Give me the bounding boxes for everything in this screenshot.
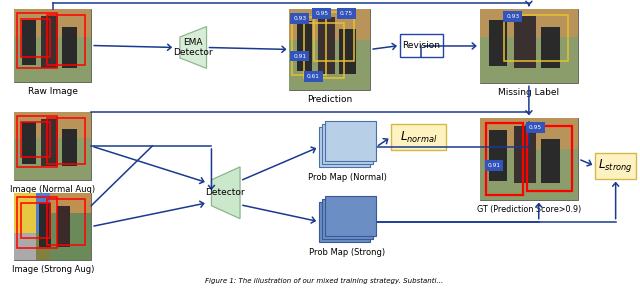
FancyBboxPatch shape — [325, 196, 376, 236]
FancyBboxPatch shape — [14, 138, 91, 180]
FancyBboxPatch shape — [50, 193, 91, 213]
FancyBboxPatch shape — [36, 233, 50, 260]
FancyBboxPatch shape — [289, 40, 370, 90]
Text: Image (Normal Aug): Image (Normal Aug) — [10, 185, 95, 194]
FancyBboxPatch shape — [325, 121, 376, 161]
Text: Missing Label: Missing Label — [499, 88, 559, 97]
FancyBboxPatch shape — [62, 27, 77, 67]
FancyBboxPatch shape — [479, 118, 578, 200]
Text: Detector: Detector — [205, 188, 245, 197]
Text: Figure 1: The illustration of our mixed training strategy. Substanti...: Figure 1: The illustration of our mixed … — [205, 278, 443, 284]
FancyBboxPatch shape — [317, 17, 335, 74]
Text: 0.75: 0.75 — [339, 11, 353, 16]
Text: 0.91: 0.91 — [488, 163, 500, 168]
FancyBboxPatch shape — [319, 127, 370, 167]
FancyBboxPatch shape — [514, 16, 536, 68]
FancyBboxPatch shape — [595, 153, 636, 179]
FancyBboxPatch shape — [298, 21, 312, 72]
FancyBboxPatch shape — [289, 9, 370, 90]
FancyBboxPatch shape — [322, 199, 373, 239]
FancyBboxPatch shape — [322, 124, 373, 164]
FancyBboxPatch shape — [14, 36, 91, 82]
Text: Prob Map (Strong): Prob Map (Strong) — [310, 248, 385, 256]
Text: Prediction: Prediction — [307, 95, 353, 104]
FancyBboxPatch shape — [14, 9, 91, 36]
Text: 0.95: 0.95 — [529, 125, 542, 130]
FancyBboxPatch shape — [541, 27, 561, 68]
FancyBboxPatch shape — [514, 126, 536, 183]
FancyBboxPatch shape — [22, 122, 36, 164]
FancyBboxPatch shape — [479, 9, 578, 83]
Polygon shape — [180, 27, 207, 68]
FancyBboxPatch shape — [479, 149, 578, 200]
Text: 0.91: 0.91 — [293, 53, 307, 58]
FancyBboxPatch shape — [14, 193, 91, 260]
Text: Raw Image: Raw Image — [28, 87, 77, 96]
FancyBboxPatch shape — [339, 29, 356, 74]
FancyBboxPatch shape — [41, 119, 58, 166]
Text: 0.93: 0.93 — [293, 16, 307, 21]
FancyBboxPatch shape — [319, 202, 370, 241]
FancyBboxPatch shape — [490, 130, 508, 181]
FancyBboxPatch shape — [14, 112, 91, 180]
Text: 0.61: 0.61 — [307, 74, 320, 79]
Polygon shape — [211, 167, 240, 219]
FancyBboxPatch shape — [479, 9, 578, 37]
FancyBboxPatch shape — [14, 112, 91, 138]
FancyBboxPatch shape — [289, 9, 370, 40]
Text: Image (Strong Aug): Image (Strong Aug) — [12, 265, 94, 274]
Text: GT (Prediction Score>0.9): GT (Prediction Score>0.9) — [477, 205, 581, 214]
FancyBboxPatch shape — [541, 138, 561, 183]
FancyBboxPatch shape — [400, 34, 443, 58]
FancyBboxPatch shape — [479, 37, 578, 83]
FancyBboxPatch shape — [50, 193, 91, 260]
FancyBboxPatch shape — [14, 193, 36, 260]
FancyBboxPatch shape — [479, 118, 578, 149]
FancyBboxPatch shape — [22, 20, 36, 65]
Text: 0.95: 0.95 — [316, 11, 328, 16]
Text: $L_{normal}$: $L_{normal}$ — [400, 129, 437, 145]
Text: EMA
Detector: EMA Detector — [173, 38, 212, 57]
Text: $L_{strong}$: $L_{strong}$ — [598, 157, 633, 174]
Text: Prob Map (Normal): Prob Map (Normal) — [308, 173, 387, 182]
FancyBboxPatch shape — [490, 20, 508, 66]
FancyBboxPatch shape — [36, 193, 50, 233]
Text: Revision: Revision — [403, 41, 440, 50]
FancyBboxPatch shape — [41, 16, 58, 67]
FancyBboxPatch shape — [39, 203, 51, 247]
FancyBboxPatch shape — [391, 124, 446, 150]
FancyBboxPatch shape — [56, 206, 70, 247]
FancyBboxPatch shape — [14, 233, 36, 260]
Text: 0.93: 0.93 — [506, 14, 519, 19]
FancyBboxPatch shape — [62, 129, 77, 166]
FancyBboxPatch shape — [14, 9, 91, 82]
